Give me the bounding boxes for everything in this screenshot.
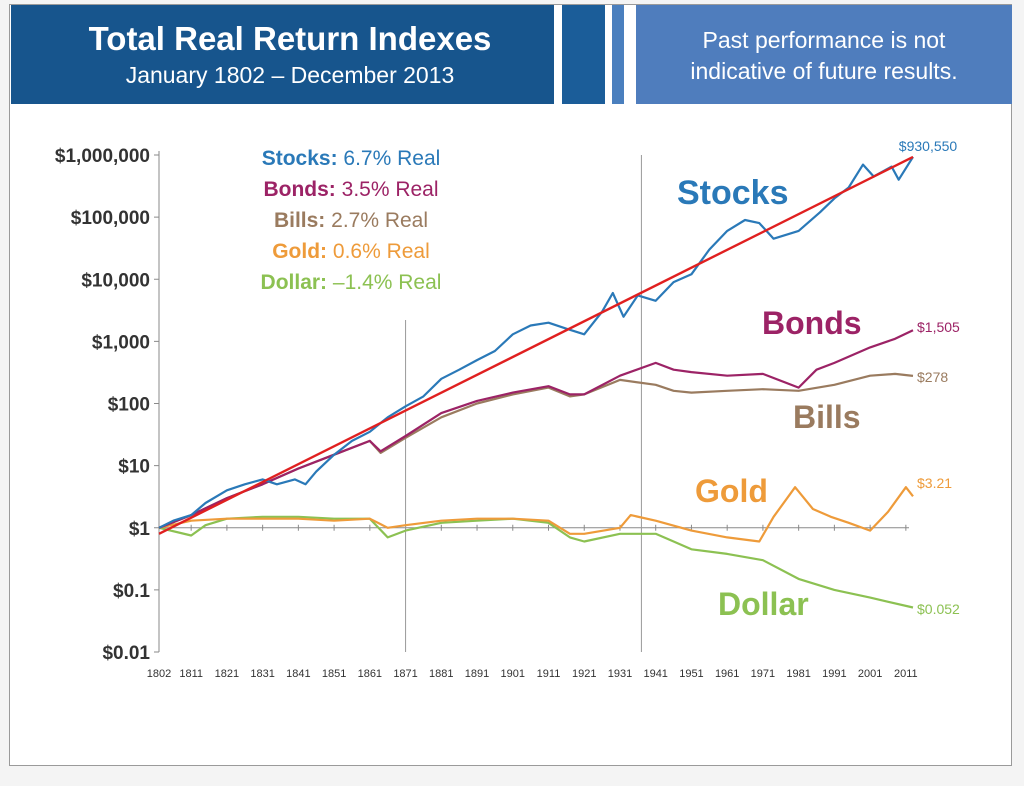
series-label-dollar: Dollar [718,586,809,622]
disclaimer-line: Past performance is not [702,27,946,53]
legend-rate: 3.5% Real [341,178,439,201]
x-tick-label: 1802 [147,668,171,680]
legend-rate: 6.7% Real [343,147,441,170]
banner-stripe [612,5,624,104]
end-value-label: $930,550 [899,138,958,154]
y-tick-label: $1,000 [92,332,150,353]
series-line-gold [158,486,914,543]
y-tick-label: $10,000 [81,270,150,291]
y-tick-label: $100 [108,395,150,416]
x-tick-label: 1981 [786,668,810,680]
x-tick-label: 1921 [572,668,596,680]
banner-stripe [562,5,605,104]
legend-name: Bonds: [263,178,336,201]
x-tick-label: 1871 [393,668,417,680]
legend-name: Gold: [272,240,328,263]
disclaimer-line: indicative of future results. [690,58,958,84]
series-line-bills [158,372,914,529]
x-tick-label: 1881 [429,668,453,680]
series-line-stocks [158,156,914,529]
legend: Stocks: 6.7% Real Bonds: 3.5% Real Bills… [236,143,466,298]
x-tick-label: 1811 [179,668,203,680]
legend-item-bonds: Bonds: 3.5% Real [236,174,466,205]
series-label-bills: Bills [793,399,861,435]
x-tick-label: 1931 [608,668,632,680]
x-tick-label: 1901 [501,668,525,680]
legend-rate: 0.6% Real [332,240,430,263]
end-value-label: $278 [917,369,948,385]
series-label-stocks: Stocks [677,174,789,212]
y-tick-label: $100,000 [71,208,150,229]
chart-frame [9,4,1012,766]
legend-name: Stocks: [261,147,338,170]
legend-item-stocks: Stocks: 6.7% Real [236,143,466,174]
x-tick-label: 1911 [537,668,561,680]
x-tick-label: 1971 [751,668,775,680]
x-tick-label: 1891 [465,668,489,680]
y-tick-label: $0.01 [102,643,150,664]
y-tick-label: $0.1 [113,581,150,602]
title-banner [11,5,554,104]
disclaimer-banner [636,5,1012,104]
x-tick-label: 1831 [250,668,274,680]
legend-name: Dollar: [260,271,328,294]
legend-item-dollar: Dollar: –1.4% Real [236,267,466,298]
x-tick-label: 1841 [286,668,310,680]
legend-name: Bills: [273,209,326,232]
series-line-bonds [158,329,914,529]
legend-rate: 2.7% Real [331,209,429,232]
y-tick-label: $1,000,000 [55,146,150,167]
y-tick-label: $10 [118,457,150,478]
series-label-bonds: Bonds [762,305,862,341]
x-tick-label: 1951 [679,668,703,680]
x-tick-label: 2011 [894,668,918,680]
series-label-gold: Gold [695,473,768,509]
disclaimer-text: Past performance is not indicative of fu… [654,25,994,87]
legend-rate: –1.4% Real [332,271,442,294]
x-tick-label: 1961 [715,668,739,680]
legend-item-gold: Gold: 0.6% Real [236,236,466,267]
end-value-label: $0.052 [917,601,960,617]
trend-line [158,155,914,535]
end-value-label: $3.21 [917,475,952,491]
x-tick-label: 1861 [358,668,382,680]
x-tick-label: 1991 [822,668,846,680]
x-tick-label: 1941 [643,668,667,680]
chart-title: Total Real Return Indexes [88,20,492,57]
legend-item-bills: Bills: 2.7% Real [236,205,466,236]
chart-subtitle: January 1802 – December 2013 [125,62,455,88]
x-tick-label: 2001 [858,668,882,680]
y-tick-label: $1 [129,519,151,540]
x-tick-label: 1821 [215,668,239,680]
end-value-label: $1,505 [917,319,960,335]
x-tick-label: 1851 [322,668,346,680]
